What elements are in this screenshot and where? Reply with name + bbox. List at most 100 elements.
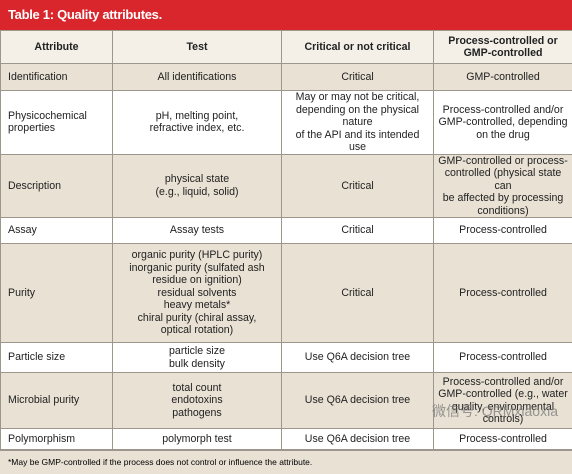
cell-line: Process-controlled	[438, 433, 568, 446]
table-row: Purity organic purity (HPLC purity)inorga…	[1, 244, 572, 343]
cell-line: polymorph test	[117, 433, 277, 446]
table-row: Polymorphism polymorph test Use Q6A decisi…	[1, 429, 572, 450]
table-cell: Assay tests	[113, 218, 282, 244]
cell-line: Process-controlled	[438, 287, 568, 300]
table-cell: Use Q6A decision tree	[282, 429, 434, 450]
watermark: 微信号: QRMxiaoxia	[432, 401, 558, 421]
cell-line: GMP-controlled	[438, 71, 568, 84]
cell-line: particle size	[117, 345, 277, 358]
cell-line: Particle size	[8, 351, 108, 364]
cell-line: Purity	[8, 287, 108, 300]
cell-line: GMP-controlled (e.g., water	[438, 388, 568, 401]
column-header: Process-controlled or GMP-controlled	[434, 31, 572, 64]
column-header: Attribute	[1, 31, 113, 64]
cell-line: inorganic purity (sulfated ash	[117, 262, 277, 275]
table-cell: GMP-controlled or process-controlled (ph…	[434, 154, 572, 218]
table-cell: May or may not be critical,depending on …	[282, 91, 434, 155]
table-cell: Use Q6A decision tree	[282, 343, 434, 373]
table-cell: Polymorphism	[1, 429, 113, 450]
cell-line: organic purity (HPLC purity)	[117, 249, 277, 262]
cell-line: Critical	[286, 224, 429, 237]
cell-line: depending on the physical nature	[286, 104, 429, 129]
cell-line: conditions)	[438, 205, 568, 218]
table-cell: Identification	[1, 64, 113, 91]
cell-line: Process-controlled and/or	[438, 104, 568, 117]
footnote: *May be GMP-controlled if the process do…	[0, 450, 572, 474]
table-cell: GMP-controlled	[434, 64, 572, 91]
cell-line: Use Q6A decision tree	[286, 394, 429, 407]
cell-line: Process-controlled	[438, 224, 568, 237]
cell-line: GMP-controlled, depending	[438, 116, 568, 129]
cell-line: physical state	[117, 173, 277, 186]
cell-line: Process-controlled	[438, 351, 568, 364]
cell-line: controlled (physical state can	[438, 167, 568, 192]
cell-line: All identifications	[117, 71, 277, 84]
cell-line: bulk density	[117, 358, 277, 371]
cell-line: refractive index, etc.	[117, 122, 277, 135]
cell-line: heavy metals*	[117, 299, 277, 312]
cell-line: Physicochemical	[8, 110, 108, 123]
cell-line: chiral purity (chiral assay,	[117, 312, 277, 325]
table-cell: Description	[1, 154, 113, 218]
cell-line: Microbial purity	[8, 394, 108, 407]
cell-line: Polymorphism	[8, 433, 108, 446]
cell-line: May or may not be critical,	[286, 91, 429, 104]
cell-line: GMP-controlled or process-	[438, 155, 568, 168]
cell-line: Description	[8, 180, 108, 193]
cell-line: pathogens	[117, 407, 277, 420]
cell-line: Critical	[286, 71, 429, 84]
table-cell: Process-controlled	[434, 343, 572, 373]
cell-line: Process-controlled and/or	[438, 376, 568, 389]
column-header: Test	[113, 31, 282, 64]
cell-line: optical rotation)	[117, 324, 277, 337]
table-title: Table 1: Quality attributes.	[0, 0, 572, 30]
table-cell: Use Q6A decision tree	[282, 373, 434, 429]
cell-line: Critical	[286, 287, 429, 300]
cell-line: endotoxins	[117, 394, 277, 407]
table-cell: Process-controlled	[434, 244, 572, 343]
table-cell: physical state(e.g., liquid, solid)	[113, 154, 282, 218]
cell-line: (e.g., liquid, solid)	[117, 186, 277, 199]
table-cell: Critical	[282, 64, 434, 91]
table-cell: Critical	[282, 218, 434, 244]
table-cell: All identifications	[113, 64, 282, 91]
table-cell: Process-controlled	[434, 429, 572, 450]
cell-line: be affected by processing	[438, 192, 568, 205]
table-cell: Purity	[1, 244, 113, 343]
table-row: Assay Assay tests Critical Process-controll…	[1, 218, 572, 244]
table-cell: pH, melting point,refractive index, etc.	[113, 91, 282, 155]
cell-line: Assay tests	[117, 224, 277, 237]
cell-line: residue on ignition)	[117, 274, 277, 287]
cell-line: total count	[117, 382, 277, 395]
cell-line: Use Q6A decision tree	[286, 433, 429, 446]
cell-line: properties	[8, 122, 108, 135]
cell-line: pH, melting point,	[117, 110, 277, 123]
cell-line: on the drug	[438, 129, 568, 142]
table-cell: Critical	[282, 244, 434, 343]
column-header: Critical or not critical	[282, 31, 434, 64]
cell-line: of the API and its intended use	[286, 129, 429, 154]
table-cell: Particle size	[1, 343, 113, 373]
table-cell: Critical	[282, 154, 434, 218]
table-cell: Microbial purity	[1, 373, 113, 429]
table-cell: Process-controlled	[434, 218, 572, 244]
cell-line: residual solvents	[117, 287, 277, 300]
cell-line: Assay	[8, 224, 108, 237]
table-cell: polymorph test	[113, 429, 282, 450]
cell-line: Use Q6A decision tree	[286, 351, 429, 364]
table-cell: Assay	[1, 218, 113, 244]
table-row: Identification All identifications Critica…	[1, 64, 572, 91]
table-row: Description physical state(e.g., liquid, …	[1, 154, 572, 218]
cell-line: Identification	[8, 71, 108, 84]
cell-line: Critical	[286, 180, 429, 193]
table-cell: organic purity (HPLC purity)inorganic pu…	[113, 244, 282, 343]
